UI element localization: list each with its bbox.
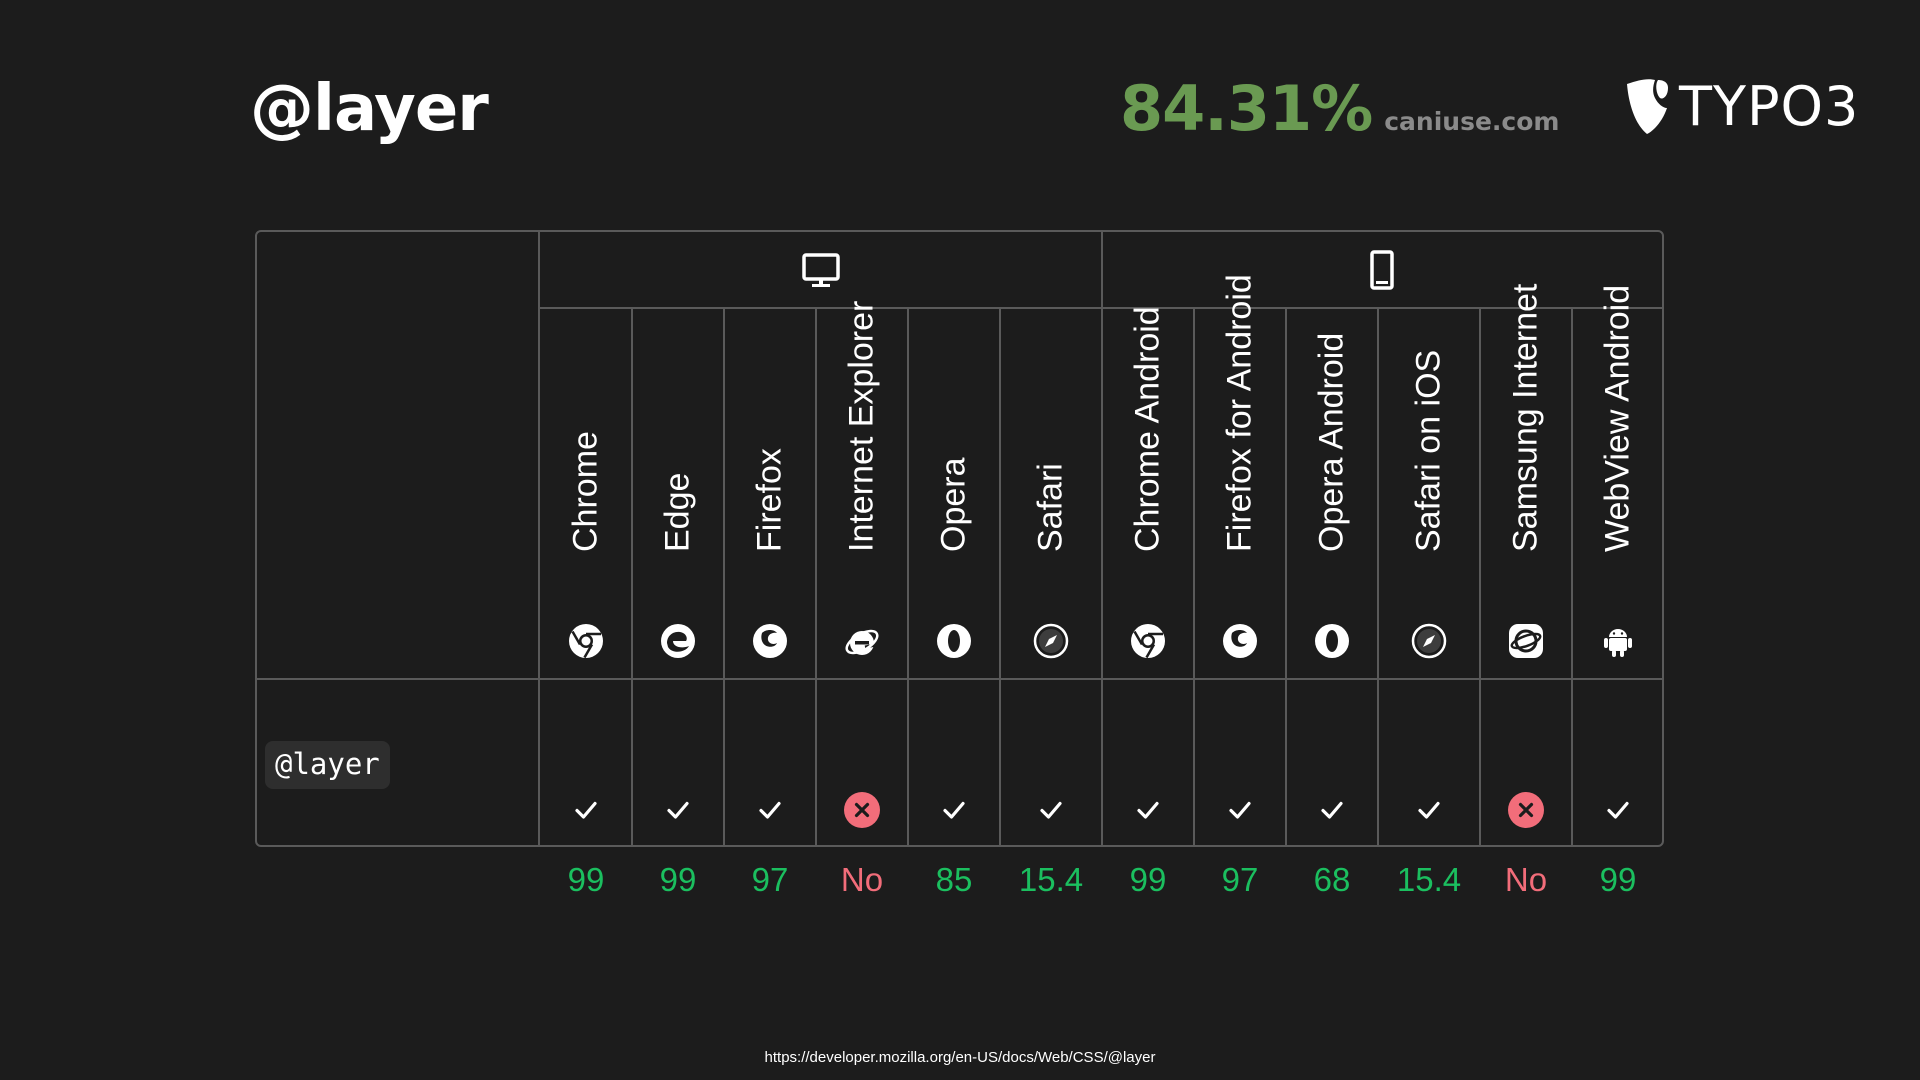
edge-icon (660, 623, 696, 659)
cross-icon (1508, 792, 1544, 828)
check-icon (1600, 792, 1636, 828)
check-icon (936, 792, 972, 828)
support-version: 85 (935, 861, 973, 898)
android-icon (1600, 623, 1636, 659)
browser-name: Samsung Internet (1506, 283, 1545, 552)
browser-column: Samsung Internet No (1480, 284, 1572, 898)
support-version: 99 (567, 861, 605, 898)
browser-name: Chrome Android (1128, 306, 1167, 552)
support-version: 68 (1313, 861, 1351, 898)
browser-column: Internet Explorer No (816, 301, 908, 898)
support-percent: 84.31% (1120, 72, 1373, 145)
typo3-logo: TYPO3 (1625, 75, 1859, 138)
browser-name: Safari (1031, 463, 1070, 552)
row-divider (257, 678, 1662, 680)
compat-table: Chrome 99 Edge 99 Firefox 97 Internet Explorer… (255, 230, 1664, 899)
browser-name: Edge (658, 472, 697, 552)
column-divider (1571, 308, 1573, 845)
browser-column: Safari 15.4 (1000, 308, 1102, 898)
desktop-icon (801, 250, 841, 290)
check-icon (752, 792, 788, 828)
column-divider (631, 308, 633, 845)
browser-name: Chrome (566, 431, 605, 552)
source-url[interactable]: https://developer.mozilla.org/en-US/docs… (764, 1049, 1156, 1066)
support-source: caniuse.com (1384, 107, 1560, 136)
browser-column: Chrome Android 99 (1102, 306, 1194, 898)
column-divider (815, 308, 817, 845)
mobile-icon (1362, 250, 1402, 290)
browser-column: Safari on iOS 15.4 (1378, 308, 1480, 898)
samsung-internet-icon (1508, 623, 1544, 659)
browser-name: Opera (934, 457, 973, 553)
browser-column: Opera Android 68 (1286, 308, 1378, 898)
internet-explorer-icon (844, 623, 880, 659)
column-divider (723, 308, 725, 845)
browser-column: WebView Android 99 (1572, 285, 1664, 898)
chrome-icon (1130, 623, 1166, 659)
column-divider (1479, 308, 1481, 845)
column-divider (1285, 308, 1287, 845)
browser-name: WebView Android (1598, 284, 1637, 552)
column-divider (1377, 308, 1379, 845)
browser-column: Firefox for Android 97 (1194, 274, 1286, 898)
check-icon (1130, 792, 1166, 828)
support-version: No (840, 861, 884, 898)
browser-column: Opera 85 (908, 308, 1000, 899)
chrome-icon (568, 623, 604, 659)
browser-name: Firefox for Android (1220, 274, 1259, 552)
safari-icon (1411, 623, 1447, 659)
column-divider (907, 308, 909, 845)
opera-icon (936, 623, 972, 659)
browser-name: Firefox (750, 448, 789, 552)
check-icon (1222, 792, 1258, 828)
cross-icon (844, 792, 880, 828)
check-icon (1314, 792, 1350, 828)
column-divider (1193, 308, 1195, 845)
page-title: @layer (250, 72, 489, 146)
support-version: 97 (1221, 861, 1259, 898)
browser-name: Opera Android (1312, 332, 1351, 552)
browser-name: Safari on iOS (1409, 349, 1448, 552)
support-version: 15.4 (1396, 861, 1462, 898)
typo3-logo-text: TYPO3 (1679, 75, 1860, 138)
column-divider (1101, 232, 1103, 845)
firefox-icon (1222, 623, 1258, 659)
support-version: 97 (751, 861, 789, 898)
opera-icon (1314, 623, 1350, 659)
browser-column: Chrome 99 (540, 308, 632, 898)
check-icon (660, 792, 696, 828)
support-version: 99 (1129, 861, 1167, 898)
check-icon (1411, 792, 1447, 828)
browser-name: Internet Explorer (842, 300, 881, 552)
row-divider (540, 307, 1662, 309)
typo3-logo-mark (1627, 78, 1668, 134)
support-version: 99 (659, 861, 697, 898)
support-version: 99 (1599, 861, 1637, 898)
browser-column: Edge 99 (632, 308, 724, 898)
firefox-icon (752, 623, 788, 659)
column-divider (538, 232, 540, 845)
support-stat: 84.31% caniuse.com (1120, 72, 1559, 145)
check-icon (1033, 792, 1069, 828)
feature-name-badge: @layer (265, 741, 390, 789)
safari-icon (1033, 623, 1069, 659)
support-version: No (1504, 861, 1548, 898)
browser-column: Firefox 97 (724, 308, 816, 898)
support-version: 15.4 (1018, 861, 1084, 898)
column-divider (999, 308, 1001, 845)
check-icon (568, 792, 604, 828)
